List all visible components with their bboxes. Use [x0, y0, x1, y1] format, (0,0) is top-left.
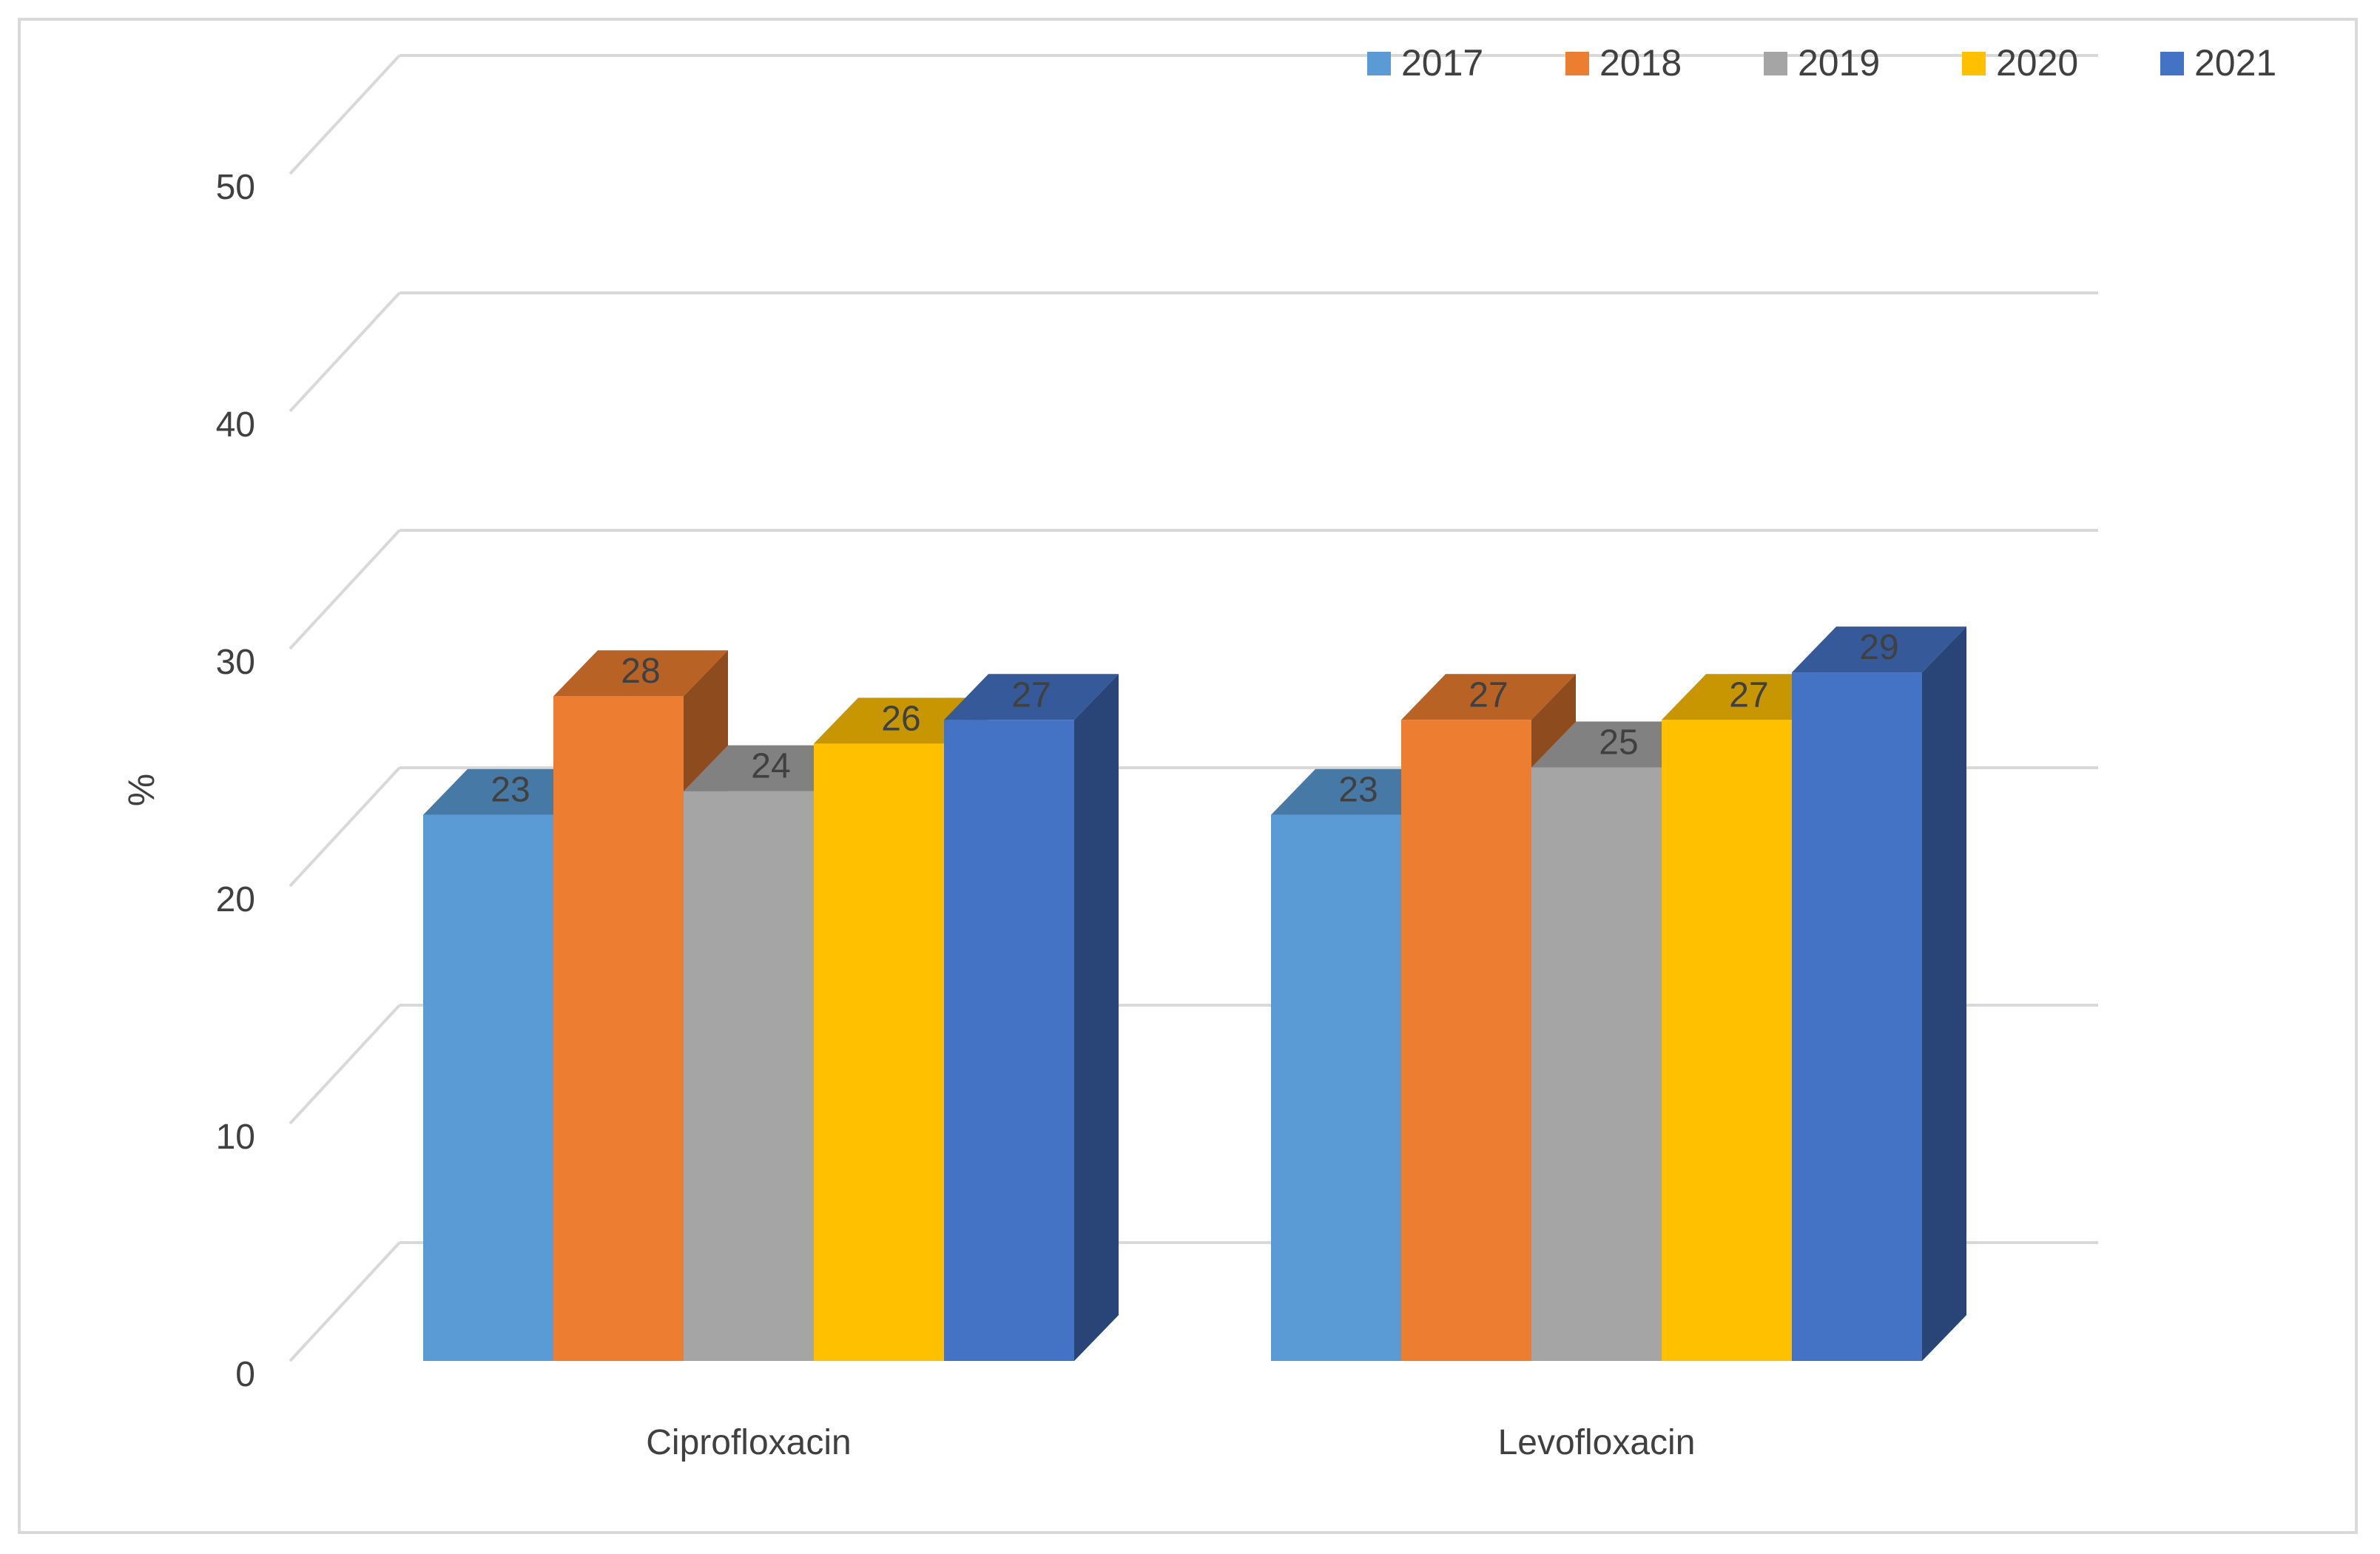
bar-front [1401, 720, 1531, 1361]
y-tick-label-10: 10 [216, 1118, 255, 1157]
legend-label-2021: 2021 [2194, 42, 2276, 84]
gridline-depth-0 [289, 1241, 401, 1362]
data-label-levofloxacin-2021: 29 [1859, 628, 1898, 667]
data-labels: 23 28 24 26 27 23 27 25 27 29 [491, 628, 1898, 810]
gridline-depth-20 [289, 766, 401, 888]
bar-front [1792, 672, 1922, 1361]
bar-top [944, 674, 1119, 720]
legend-swatch-2019 [1764, 52, 1787, 75]
bar-top [1792, 626, 1966, 673]
legend-item-2017: 2017 [1367, 42, 1483, 84]
y-tick-label-40: 40 [216, 405, 255, 445]
bar-side [1922, 626, 1966, 1361]
legend-swatch-2021 [2160, 52, 2184, 75]
bar-ciprofloxacin-2021 [944, 674, 1119, 1361]
y-axis-title: % [121, 774, 162, 806]
x-axis-category-labels: Ciprofloxacin Levofloxacin [646, 1423, 1695, 1462]
chart-frame [18, 18, 2358, 1534]
bar-front [1531, 767, 1662, 1361]
legend-item-2018: 2018 [1565, 42, 1682, 84]
data-label-ciprofloxacin-2018: 28 [621, 652, 660, 691]
data-label-levofloxacin-2019: 25 [1599, 723, 1638, 763]
legend-label-2019: 2019 [1798, 42, 1880, 84]
data-label-levofloxacin-2017: 23 [1338, 771, 1378, 810]
bar-levofloxacin-2021 [1792, 626, 1966, 1361]
data-label-ciprofloxacin-2017: 23 [491, 771, 530, 810]
legend-item-2019: 2019 [1764, 42, 1880, 84]
bar-top [1401, 674, 1576, 720]
gridline-depth-30 [289, 529, 401, 650]
x-category-label-levofloxacin: Levofloxacin [1498, 1423, 1696, 1462]
legend-label-2020: 2020 [1996, 42, 2078, 84]
bar-front [553, 696, 684, 1361]
gridline-depth-40 [289, 291, 401, 413]
gridline-depth-50 [289, 54, 401, 175]
legend-label-2018: 2018 [1599, 42, 1682, 84]
bar-front [423, 814, 553, 1361]
bar-front [684, 791, 814, 1361]
legend-label-2017: 2017 [1401, 42, 1483, 84]
bar-side [1074, 674, 1119, 1361]
y-tick-label-30: 30 [216, 643, 255, 682]
bar-front [944, 720, 1074, 1361]
bar-front [1271, 814, 1401, 1361]
bars [423, 626, 1966, 1361]
legend-swatch-2020 [1962, 52, 1986, 75]
data-label-ciprofloxacin-2020: 26 [881, 699, 920, 738]
data-label-levofloxacin-2020: 27 [1729, 675, 1768, 714]
x-category-label-ciprofloxacin: Ciprofloxacin [646, 1423, 851, 1462]
y-tick-label-0: 0 [235, 1355, 255, 1394]
legend-swatch-2018 [1565, 52, 1589, 75]
data-label-levofloxacin-2018: 27 [1469, 675, 1508, 714]
y-tick-label-50: 50 [216, 168, 255, 207]
gridline-depth-10 [289, 1004, 401, 1125]
y-axis-tick-labels: 0102030405060708090100 [216, 168, 255, 1394]
legend: 2017 2018 2019 2020 2021 [1367, 42, 2276, 84]
data-label-ciprofloxacin-2021: 27 [1011, 675, 1051, 714]
y-tick-label-20: 20 [216, 880, 255, 919]
legend-item-2020: 2020 [1962, 42, 2078, 84]
bar-top [553, 650, 728, 697]
data-label-ciprofloxacin-2019: 24 [751, 747, 790, 786]
bar-front [814, 743, 944, 1361]
legend-item-2021: 2021 [2160, 42, 2276, 84]
legend-swatch-2017 [1367, 52, 1391, 75]
bar-front [1662, 720, 1792, 1361]
